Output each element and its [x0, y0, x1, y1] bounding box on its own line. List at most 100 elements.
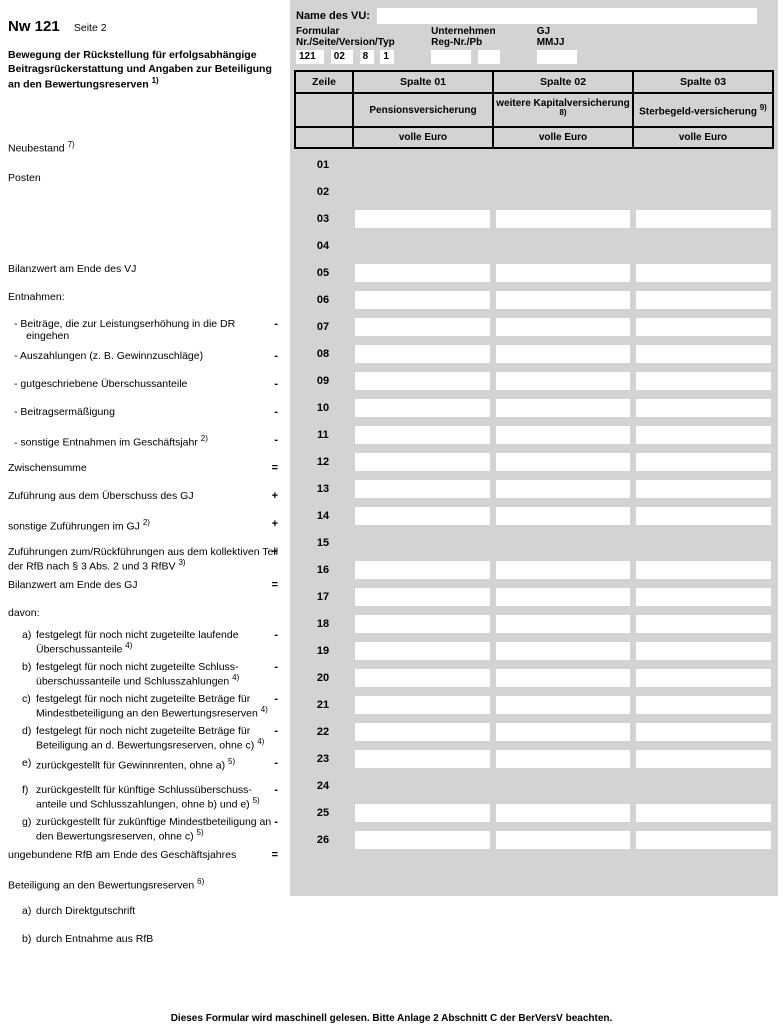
zeile-18: 18 — [294, 618, 352, 630]
posten-label: Posten — [8, 172, 280, 184]
cell-16-2[interactable] — [496, 561, 631, 579]
cell-25-1[interactable] — [355, 804, 490, 822]
cell-22-3[interactable] — [636, 723, 771, 741]
cell-26-1[interactable] — [355, 831, 490, 849]
cell-11-1[interactable] — [355, 426, 490, 444]
cell-05-2[interactable] — [496, 264, 631, 282]
cell-09-1[interactable] — [355, 372, 490, 390]
col-sub3: Sterbegeld-versicherung 9) — [634, 94, 772, 126]
data-row-06: 06 — [294, 289, 774, 311]
cell-20-3[interactable] — [636, 669, 771, 687]
zeile-22: 22 — [294, 726, 352, 738]
cell-01-2 — [496, 156, 631, 174]
zeile-12: 12 — [294, 456, 352, 468]
cell-21-2[interactable] — [496, 696, 631, 714]
cell-12-2[interactable] — [496, 453, 631, 471]
form-id: Nw 121 Seite 2 — [8, 18, 283, 35]
cell-13-3[interactable] — [636, 480, 771, 498]
cell-21-3[interactable] — [636, 696, 771, 714]
cell-19-3[interactable] — [636, 642, 771, 660]
cell-09-2[interactable] — [496, 372, 631, 390]
row-label-14: Bilanzwert am Ende des GJ= — [8, 579, 280, 591]
cell-03-3[interactable] — [636, 210, 771, 228]
cell-10-1[interactable] — [355, 399, 490, 417]
cell-07-1[interactable] — [355, 318, 490, 336]
cell-22-2[interactable] — [496, 723, 631, 741]
cell-13-1[interactable] — [355, 480, 490, 498]
cell-16-1[interactable] — [355, 561, 490, 579]
zeile-09: 09 — [294, 375, 352, 387]
cell-12-3[interactable] — [636, 453, 771, 471]
formular-seite: 02 — [331, 50, 353, 64]
cell-15-1 — [355, 534, 490, 552]
cell-15-3 — [636, 534, 771, 552]
cell-17-1[interactable] — [355, 588, 490, 606]
cell-05-1[interactable] — [355, 264, 490, 282]
cell-06-3[interactable] — [636, 291, 771, 309]
cell-08-3[interactable] — [636, 345, 771, 363]
cell-08-2[interactable] — [496, 345, 631, 363]
cell-20-1[interactable] — [355, 669, 490, 687]
cell-10-2[interactable] — [496, 399, 631, 417]
pb-field[interactable] — [478, 50, 500, 64]
cell-08-1[interactable] — [355, 345, 490, 363]
cell-14-3[interactable] — [636, 507, 771, 525]
row-label-19: d)festgelegt für noch nicht zugeteilte B… — [8, 725, 280, 752]
cell-01-1 — [355, 156, 490, 174]
cell-23-1[interactable] — [355, 750, 490, 768]
cell-22-1[interactable] — [355, 723, 490, 741]
zeile-10: 10 — [294, 402, 352, 414]
cell-19-1[interactable] — [355, 642, 490, 660]
zeile-17: 17 — [294, 591, 352, 603]
row-label-26: b)durch Entnahme aus RfB — [8, 933, 280, 945]
data-row-23: 23 — [294, 748, 774, 770]
cell-26-2[interactable] — [496, 831, 631, 849]
regnr-field[interactable] — [431, 50, 471, 64]
cell-06-2[interactable] — [496, 291, 631, 309]
cell-26-3[interactable] — [636, 831, 771, 849]
data-row-16: 16 — [294, 559, 774, 581]
cell-25-3[interactable] — [636, 804, 771, 822]
vu-name-field[interactable] — [377, 8, 757, 24]
cell-25-2[interactable] — [496, 804, 631, 822]
col-unit2: volle Euro — [494, 128, 634, 147]
cell-23-2[interactable] — [496, 750, 631, 768]
cell-19-2[interactable] — [496, 642, 631, 660]
data-row-05: 05 — [294, 262, 774, 284]
cell-11-3[interactable] — [636, 426, 771, 444]
zeile-14: 14 — [294, 510, 352, 522]
cell-14-2[interactable] — [496, 507, 631, 525]
cell-12-1[interactable] — [355, 453, 490, 471]
row-label-05: Beiträge, die zur Leistungserhöhung in d… — [8, 318, 280, 342]
cell-09-3[interactable] — [636, 372, 771, 390]
cell-04-1 — [355, 237, 490, 255]
cell-06-1[interactable] — [355, 291, 490, 309]
cell-07-3[interactable] — [636, 318, 771, 336]
cell-03-2[interactable] — [496, 210, 631, 228]
row-label-07: gutgeschriebene Überschussanteile- — [8, 378, 280, 390]
cell-02-3 — [636, 183, 771, 201]
cell-21-1[interactable] — [355, 696, 490, 714]
cell-11-2[interactable] — [496, 426, 631, 444]
cell-17-2[interactable] — [496, 588, 631, 606]
gj-field[interactable] — [537, 50, 577, 64]
col-zeile: Zeile — [296, 72, 354, 92]
cell-14-1[interactable] — [355, 507, 490, 525]
data-row-13: 13 — [294, 478, 774, 500]
cell-10-3[interactable] — [636, 399, 771, 417]
cell-23-3[interactable] — [636, 750, 771, 768]
data-row-11: 11 — [294, 424, 774, 446]
cell-17-3[interactable] — [636, 588, 771, 606]
cell-18-2[interactable] — [496, 615, 631, 633]
cell-13-2[interactable] — [496, 480, 631, 498]
data-panel: Name des VU: FormularNr./Seite/Version/T… — [290, 0, 778, 896]
zeile-06: 06 — [294, 294, 352, 306]
cell-18-1[interactable] — [355, 615, 490, 633]
cell-03-1[interactable] — [355, 210, 490, 228]
cell-16-3[interactable] — [636, 561, 771, 579]
cell-20-2[interactable] — [496, 669, 631, 687]
data-row-04: 04 — [294, 235, 774, 257]
cell-07-2[interactable] — [496, 318, 631, 336]
cell-18-3[interactable] — [636, 615, 771, 633]
cell-05-3[interactable] — [636, 264, 771, 282]
